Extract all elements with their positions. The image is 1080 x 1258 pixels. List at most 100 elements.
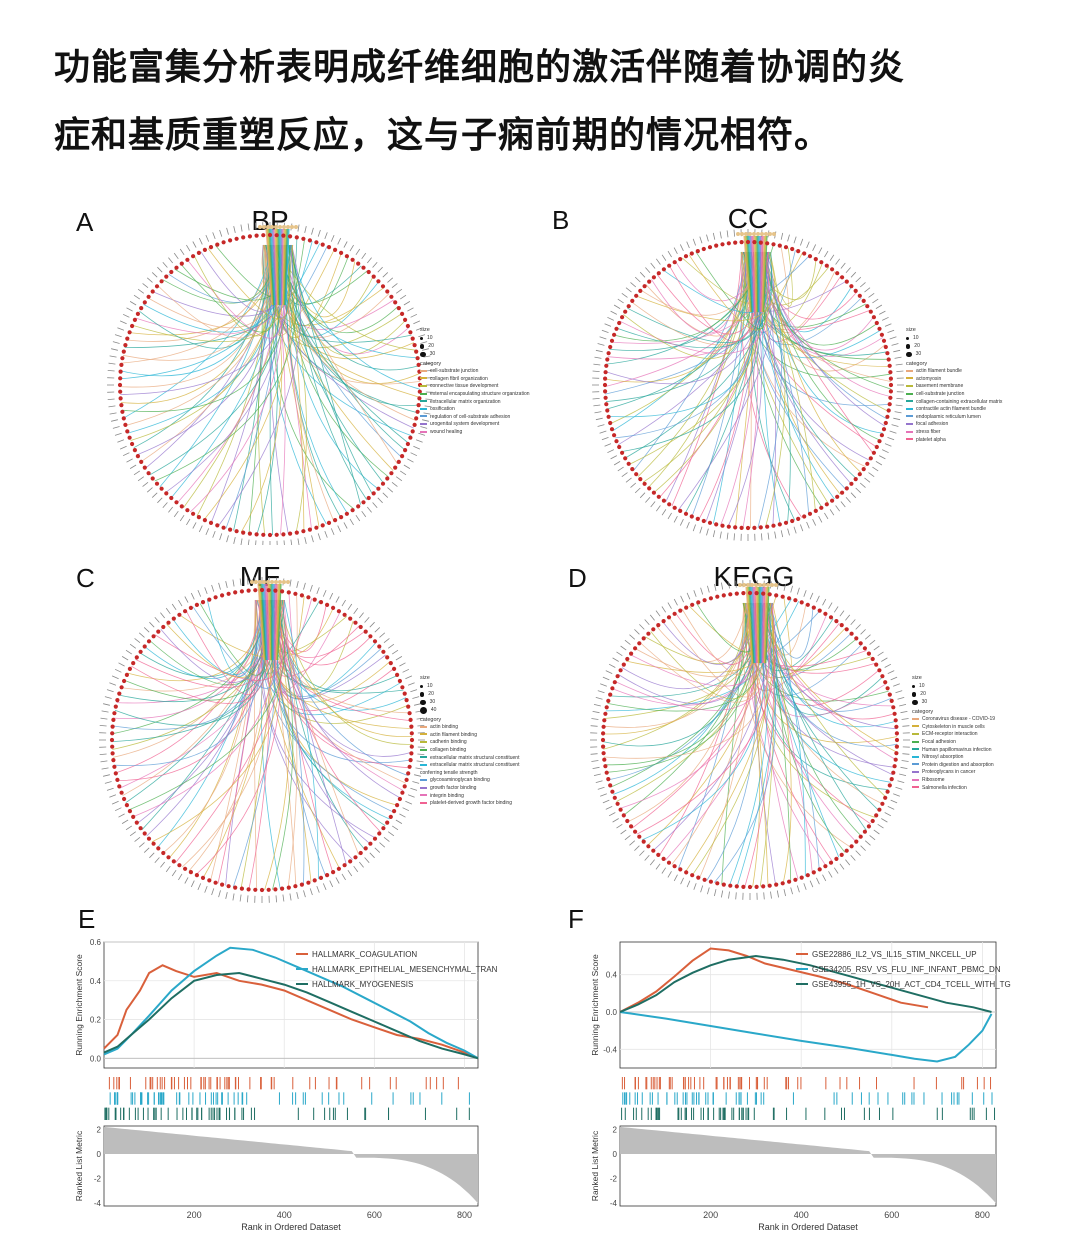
gene-dot bbox=[410, 336, 415, 341]
hub-link bbox=[765, 586, 770, 664]
gene-label-mark bbox=[869, 835, 876, 841]
gene-dot bbox=[853, 288, 858, 293]
gene-label-mark bbox=[233, 537, 236, 544]
gene-label-mark bbox=[893, 683, 900, 687]
legend-size-title: size bbox=[420, 675, 430, 681]
legend-label: GSE43955_1H_VS_20H_ACT_CD4_TCELL_WITH_TG bbox=[812, 980, 1011, 989]
gene-label-mark bbox=[624, 835, 631, 841]
chord-link bbox=[154, 244, 298, 482]
gene-dot bbox=[221, 525, 226, 530]
gene-dot bbox=[745, 525, 751, 531]
gene-dot bbox=[641, 636, 646, 641]
gene-label-mark bbox=[422, 348, 429, 351]
gene-dot bbox=[344, 254, 349, 259]
gsea-panel-e: E 200 400 600 800 0.0 0.2 0.4 0.6 HALLMARK_COAGU… bbox=[0, 900, 540, 1240]
gene-dot bbox=[805, 602, 810, 607]
metric-tick-label: 0 bbox=[97, 1150, 102, 1159]
gene-label-mark bbox=[418, 334, 426, 338]
chord-link bbox=[615, 602, 771, 711]
gene-label-mark bbox=[828, 602, 833, 609]
gene-label-mark bbox=[889, 430, 897, 434]
gene-dot bbox=[889, 698, 894, 703]
gene-label-mark bbox=[639, 492, 646, 499]
gene-dot bbox=[672, 260, 677, 265]
gene-dot bbox=[385, 820, 390, 825]
chord-link bbox=[290, 244, 368, 500]
gene-dot bbox=[844, 279, 849, 284]
gene-dot bbox=[161, 850, 166, 856]
gene-label-mark bbox=[410, 313, 418, 318]
chord-group bbox=[119, 228, 421, 536]
legend-category-item: collagen fibril organization bbox=[420, 376, 535, 384]
gene-dot bbox=[372, 639, 378, 644]
gene-dot bbox=[708, 596, 713, 601]
x-tick-label: 200 bbox=[703, 1210, 718, 1220]
legend-swatch bbox=[420, 794, 427, 797]
hub-link bbox=[268, 228, 275, 306]
gene-dot bbox=[127, 809, 132, 814]
gene-dot bbox=[226, 884, 231, 889]
gene-dot bbox=[213, 595, 218, 600]
gene-label-mark bbox=[103, 703, 110, 706]
gene-label-mark bbox=[597, 786, 605, 790]
legend-category-item: collagen-containing extracellular matrix bbox=[906, 399, 1026, 407]
gene-label-mark bbox=[639, 271, 646, 278]
gene-label-mark bbox=[129, 464, 137, 469]
gene-label-mark bbox=[387, 277, 394, 283]
legend-category-label: platelet-derived growth factor binding bbox=[430, 800, 512, 807]
gene-label-mark bbox=[122, 313, 130, 318]
circos-plot bbox=[590, 580, 910, 900]
gene-dot bbox=[783, 520, 789, 525]
gene-label-mark bbox=[605, 806, 613, 810]
circos-legend: size 10 20 30 category actin filament bundle a… bbox=[906, 325, 1026, 444]
gene-dot bbox=[771, 242, 776, 247]
gene-label-mark bbox=[149, 852, 155, 859]
gene-dot bbox=[281, 233, 286, 238]
gene-label-mark bbox=[410, 452, 418, 457]
hub-link bbox=[755, 235, 758, 313]
gene-label-mark bbox=[112, 426, 120, 429]
chord-link bbox=[633, 251, 748, 471]
gene-dot bbox=[415, 409, 420, 414]
panel-letter: C bbox=[76, 563, 95, 593]
gene-dot bbox=[402, 784, 407, 789]
hub-link bbox=[762, 235, 767, 313]
gene-label-mark bbox=[634, 487, 641, 494]
legend-category-item: actin filament bundle bbox=[906, 368, 1026, 376]
gene-dot bbox=[634, 293, 639, 298]
gene-label-mark bbox=[198, 237, 203, 245]
gene-dot bbox=[615, 674, 620, 679]
gene-dot bbox=[877, 439, 882, 444]
hub-link bbox=[267, 583, 271, 661]
gene-dot bbox=[796, 249, 801, 254]
gene-label-mark bbox=[304, 226, 307, 233]
gene-dot bbox=[220, 882, 225, 887]
gene-dot bbox=[344, 511, 349, 516]
gene-dot bbox=[135, 454, 140, 459]
gene-dot bbox=[246, 588, 251, 593]
gene-dot bbox=[802, 514, 807, 519]
gene-label-mark bbox=[114, 807, 122, 812]
gene-dot bbox=[134, 655, 139, 660]
gene-dot bbox=[608, 420, 613, 426]
gene-dot bbox=[828, 615, 834, 620]
gene-dot bbox=[689, 514, 694, 519]
gene-label-mark bbox=[117, 327, 125, 331]
gene-dot bbox=[154, 481, 160, 486]
chord-link bbox=[764, 251, 841, 495]
gene-label-mark bbox=[887, 437, 895, 441]
hub-link bbox=[744, 235, 752, 313]
gene-label-mark bbox=[134, 836, 141, 842]
gene-label-mark bbox=[593, 773, 601, 776]
gene-label-mark bbox=[353, 865, 359, 873]
chord-link bbox=[282, 599, 365, 850]
gene-dot bbox=[790, 246, 795, 252]
gene-label-mark bbox=[395, 819, 403, 824]
hub-link bbox=[745, 586, 753, 664]
chord-link bbox=[154, 599, 284, 681]
category-node bbox=[744, 232, 748, 236]
gene-dot bbox=[881, 427, 887, 432]
legend-size-dot bbox=[906, 351, 912, 358]
gene-dot bbox=[110, 724, 115, 729]
x-axis-label: Rank in Ordered Dataset bbox=[758, 1222, 858, 1232]
